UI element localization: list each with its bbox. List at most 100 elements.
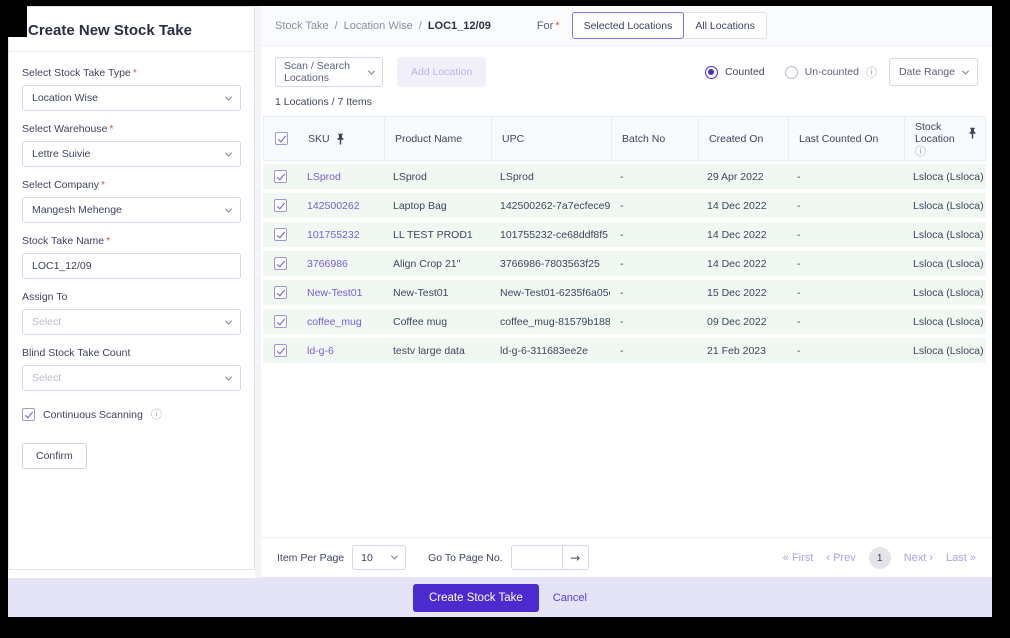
- items-per-page-select[interactable]: 10: [352, 545, 407, 570]
- col-stock-location: Stock Location: [915, 120, 955, 145]
- field-stock-take-name: Stock Take Name * LOC1_12/09: [22, 235, 241, 279]
- uncounted-radio[interactable]: [784, 65, 798, 79]
- row-checkbox[interactable]: [273, 228, 287, 241]
- created-on-cell: 21 Feb 2023: [707, 344, 766, 357]
- cancel-link[interactable]: Cancel: [552, 591, 587, 604]
- upc-cell: 101755232-ce68ddf8f5: [500, 228, 609, 241]
- stock-take-name-input[interactable]: LOC1_12/09: [22, 253, 241, 279]
- stock-take-type-select[interactable]: Location Wise: [22, 85, 241, 111]
- pin-icon[interactable]: [336, 133, 345, 145]
- required-marker: *: [132, 67, 137, 79]
- tab-selected-locations[interactable]: Selected Locations: [571, 12, 685, 39]
- product-name-cell: Coffee mug: [393, 315, 448, 328]
- counted-radio[interactable]: [704, 65, 718, 79]
- current-page-badge[interactable]: 1: [868, 546, 891, 569]
- blind-count-placeholder: Select: [32, 372, 62, 384]
- last-counted-cell: -: [797, 228, 801, 241]
- chevron-down-icon: [367, 67, 376, 75]
- for-label: For: [536, 19, 554, 32]
- batch-no-cell: -: [620, 344, 624, 357]
- required-marker: *: [101, 179, 106, 191]
- chevron-down-icon: [224, 93, 233, 101]
- tab-all-locations[interactable]: All Locations: [683, 12, 767, 39]
- location-item-counts: 1 Locations / 7 Items: [275, 96, 372, 108]
- continuous-scanning-label: Continuous Scanning: [43, 408, 143, 421]
- company-select[interactable]: Mangesh Mehenge: [22, 197, 241, 223]
- panel-divider: [255, 6, 261, 578]
- pin-icon[interactable]: [968, 127, 977, 139]
- batch-no-cell: -: [620, 228, 624, 241]
- breadcrumb-separator: /: [334, 19, 338, 32]
- col-created-on: Created On: [698, 117, 788, 160]
- sku-link[interactable]: 142500262: [307, 199, 360, 212]
- table-row: 3766986 Align Crop 21" 3766986-7803563f2…: [263, 251, 986, 276]
- goto-page-input[interactable]: [510, 545, 563, 570]
- stock-location-cell: Lsloca (Lsloca): [913, 315, 984, 328]
- col-batch-no: Batch No: [611, 117, 698, 160]
- batch-no-cell: -: [620, 199, 624, 212]
- breadcrumb-location-wise[interactable]: Location Wise: [343, 19, 413, 32]
- info-icon[interactable]: ⓘ: [865, 65, 877, 79]
- info-icon[interactable]: ⓘ: [150, 408, 162, 421]
- scan-search-placeholder: Scan / Search Locations: [284, 60, 350, 84]
- sku-link[interactable]: 101755232: [307, 228, 360, 241]
- first-page-link[interactable]: « First: [782, 551, 814, 564]
- goto-page-button[interactable]: →: [562, 545, 589, 570]
- stock-location-cell: Lsloca (Lsloca): [913, 170, 984, 183]
- batch-no-cell: -: [620, 315, 624, 328]
- last-counted-cell: -: [797, 199, 801, 212]
- last-counted-cell: -: [797, 344, 801, 357]
- confirm-button[interactable]: Confirm: [22, 443, 87, 469]
- uncounted-label: Un-counted: [804, 66, 859, 78]
- add-location-button[interactable]: Add Location: [397, 57, 487, 87]
- next-page-link[interactable]: Next ›: [903, 551, 934, 564]
- select-all-checkbox[interactable]: [274, 132, 288, 145]
- stock-location-cell: Lsloca (Lsloca): [913, 257, 984, 270]
- assign-to-select[interactable]: Select: [22, 309, 241, 335]
- stock-take-type-value: Location Wise: [32, 92, 98, 104]
- sku-link[interactable]: LSprod: [307, 170, 341, 183]
- field-stock-take-type: Select Stock Take Type * Location Wise: [22, 67, 241, 111]
- blind-count-select[interactable]: Select: [22, 365, 241, 391]
- sku-link[interactable]: New-Test01: [307, 286, 363, 299]
- prev-page-link[interactable]: ‹ Prev: [826, 551, 856, 564]
- sku-link[interactable]: ld-g-6: [307, 344, 334, 357]
- create-stock-take-button[interactable]: Create Stock Take: [412, 583, 539, 612]
- chevron-down-icon: [224, 149, 233, 157]
- continuous-scanning-checkbox[interactable]: [22, 408, 35, 421]
- breadcrumb: Stock Take / Location Wise / LOC1_12/09: [275, 20, 491, 32]
- breadcrumb-stock-take[interactable]: Stock Take: [275, 19, 329, 32]
- warehouse-select[interactable]: Lettre Suivie: [22, 141, 241, 167]
- col-sku: SKU: [308, 132, 330, 145]
- row-checkbox[interactable]: [273, 315, 287, 328]
- col-product-name: Product Name: [384, 117, 491, 160]
- sku-link[interactable]: coffee_mug: [307, 315, 362, 328]
- required-marker: *: [555, 19, 560, 32]
- product-name-cell: testv large data: [393, 344, 465, 357]
- table-header-row: SKU Product Name UPC Batch No Created On…: [263, 116, 986, 161]
- row-checkbox[interactable]: [273, 286, 287, 299]
- stock-location-cell: Lsloca (Lsloca): [913, 344, 984, 357]
- info-icon[interactable]: ⓘ: [915, 144, 926, 158]
- upc-cell: ld-g-6-311683ee2e: [500, 344, 588, 357]
- row-checkbox[interactable]: [273, 170, 287, 183]
- row-checkbox[interactable]: [273, 199, 287, 212]
- field-assign-to: Assign To Select: [22, 291, 241, 335]
- corner-mask: [7, 5, 27, 37]
- sku-link[interactable]: 3766986: [307, 257, 348, 270]
- scan-search-locations-select[interactable]: Scan / Search Locations: [275, 57, 383, 87]
- last-page-link[interactable]: Last »: [946, 551, 976, 564]
- chevron-down-icon: [391, 552, 399, 560]
- create-stock-take-panel: Create New Stock Take Select Stock Take …: [8, 6, 255, 570]
- items-table: SKU Product Name UPC Batch No Created On…: [263, 116, 986, 363]
- created-on-cell: 09 Dec 2022: [707, 315, 767, 328]
- breadcrumb-separator: /: [418, 19, 422, 32]
- field-warehouse: Select Warehouse * Lettre Suivie: [22, 123, 241, 167]
- row-checkbox[interactable]: [273, 257, 287, 270]
- upc-cell: LSprod: [500, 170, 534, 183]
- row-checkbox[interactable]: [273, 344, 287, 357]
- created-on-cell: 14 Dec 2022: [707, 257, 767, 270]
- action-footer: Create Stock Take Cancel: [8, 578, 992, 617]
- date-range-select[interactable]: Date Range: [888, 58, 978, 86]
- col-upc: UPC: [491, 117, 611, 160]
